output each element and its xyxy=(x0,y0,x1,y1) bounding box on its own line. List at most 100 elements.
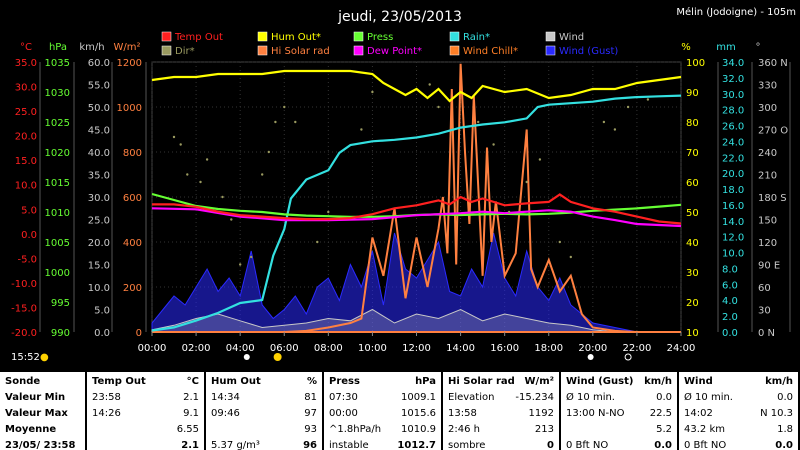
press-tick: 1010 xyxy=(45,208,70,219)
press-tick: 990 xyxy=(51,328,70,339)
stats-value: 213 xyxy=(534,424,554,435)
stats-panel-row: instable 1012.7 xyxy=(329,438,436,450)
stats-value: 1192 xyxy=(528,408,554,419)
stats-value: 0 xyxy=(547,440,554,450)
stats-panel-header: Press hPa xyxy=(329,374,436,390)
legend-swatch xyxy=(545,31,556,42)
stats-label: 0 Bft NO xyxy=(566,440,609,450)
stats-value: 1015.6 xyxy=(401,408,436,419)
temp-tick: -20.0 xyxy=(11,328,37,339)
stats-label: 14:26 xyxy=(92,408,121,419)
stats-value: 5.2 xyxy=(656,424,672,435)
direction-point xyxy=(538,158,542,161)
hum-tick: 30 xyxy=(686,268,699,279)
direction-point xyxy=(186,173,189,176)
stats-panel: Press hPa 07:30 1009.1 00:00 1015.6 ^1.8hPa/h 1… xyxy=(324,372,441,450)
x-tick-label: 20:00 xyxy=(578,343,607,354)
stats-panel: Temp Out °C 23:58 2.1 14:26 9.1 6.55 2.1 xyxy=(87,372,204,450)
chart-title: jeudi, 23/05/2013 xyxy=(337,9,462,25)
temp-tick: 5.0 xyxy=(21,205,37,216)
stats-label: 13:58 xyxy=(448,408,477,419)
series-rain- xyxy=(151,94,682,332)
hum-tick: 50 xyxy=(686,208,699,219)
timeline-bar: 15:52 ● xyxy=(0,346,800,372)
stats-panel-header: Temp Out °C xyxy=(92,374,199,390)
press-tick: 1020 xyxy=(45,148,70,159)
temp-tick: -5.0 xyxy=(17,254,37,265)
stats-label: 2:46 h xyxy=(448,424,480,435)
legend-swatch xyxy=(545,45,556,56)
hum-tick: 60 xyxy=(686,178,699,189)
stats-value: -15.234 xyxy=(515,392,554,403)
temp-tick: 15.0 xyxy=(15,156,37,167)
stats-panel-row: ^1.8hPa/h 1010.9 xyxy=(329,422,436,438)
stats-value: 93 xyxy=(304,424,317,435)
legend-label: Dir* xyxy=(175,46,195,57)
rain-tick: 30.0 xyxy=(722,90,744,101)
axis-unit-label: hPa xyxy=(49,42,67,53)
legend-swatch xyxy=(257,31,268,42)
direction-point xyxy=(613,128,617,131)
stats-value: 2.1 xyxy=(183,392,199,403)
wind-tick: 20.0 xyxy=(88,238,110,249)
stats-value: 22.5 xyxy=(649,408,672,419)
stats-value: 9.1 xyxy=(183,408,199,419)
wind-tick: 60.0 xyxy=(88,58,110,69)
stats-panel-row: 5.2 xyxy=(566,422,672,438)
wind-tick: 15.0 xyxy=(88,261,110,272)
legend-swatch xyxy=(449,31,460,42)
x-tick-label: 16:00 xyxy=(490,343,519,354)
stats-panel: Wind km/h Ø 10 min. 0.0 14:02 N 10.3 43.2 km 1.… xyxy=(679,372,798,450)
stats-panel-row: 23:58 2.1 xyxy=(92,390,199,406)
x-tick-label: 06:00 xyxy=(270,343,299,354)
stats-panel: Hum Out% 14:34 81 09:46 97 93 5.37 g/m³ 96 xyxy=(206,372,322,450)
direction-point xyxy=(179,143,182,146)
temp-tick: 20.0 xyxy=(15,132,37,143)
legend-label: Temp Out xyxy=(174,32,223,43)
stats-label: 09:46 xyxy=(211,408,240,419)
legend-swatch xyxy=(353,45,364,56)
axis-unit-label: W/m² xyxy=(113,42,140,53)
temp-tick: -10.0 xyxy=(11,279,37,290)
x-tick-label: 24:00 xyxy=(667,343,696,354)
stats-panel-row: 0 Bft NO 0.0 xyxy=(684,438,793,450)
dir-tick: 360 N xyxy=(758,58,788,69)
stats-label: Valeur Min xyxy=(5,392,66,403)
stats-label: Wind xyxy=(684,376,713,387)
stats-value: 1009.1 xyxy=(401,392,436,403)
legend-label: Dew Point* xyxy=(367,46,422,57)
rain-tick: 8.0 xyxy=(722,264,738,275)
stats-panel: Wind (Gust) km/h Ø 10 min. 0.0 13:00 N-NO 22.… xyxy=(561,372,677,450)
temp-tick: 25.0 xyxy=(15,107,37,118)
press-tick: 1005 xyxy=(45,238,70,249)
solar-tick: 200 xyxy=(123,283,142,294)
dir-tick: 210 xyxy=(758,171,777,182)
hum-tick: 100 xyxy=(686,58,705,69)
stats-value: km/h xyxy=(644,376,672,387)
rain-tick: 16.0 xyxy=(722,201,744,212)
direction-point xyxy=(239,263,242,266)
stats-label: 14:34 xyxy=(211,392,240,403)
hum-tick: 20 xyxy=(686,298,699,309)
axis-unit-label: °C xyxy=(20,42,32,53)
rain-tick: 28.0 xyxy=(722,106,744,117)
stats-label: sombre xyxy=(448,440,486,450)
stats-panel-row: 2:46 h 213 xyxy=(448,422,554,438)
direction-point xyxy=(437,105,440,109)
stats-value: W/m² xyxy=(524,376,554,387)
stats-value: 0.0 xyxy=(654,440,672,450)
stats-panel-row: 93 xyxy=(211,422,317,438)
press-tick: 1035 xyxy=(45,58,70,69)
stats-panel-header: Hum Out% xyxy=(211,374,317,390)
x-tick-label: 02:00 xyxy=(182,343,211,354)
stats-label: Valeur Max xyxy=(5,408,68,419)
axis-unit-label: ° xyxy=(756,42,761,53)
stats-label: Ø 10 min. xyxy=(566,392,615,403)
direction-point xyxy=(360,128,363,131)
stats-panel-row: Moyenne xyxy=(5,422,80,438)
stats-panel-row: Elevation -15.234 xyxy=(448,390,554,406)
x-tick-label: 12:00 xyxy=(402,343,431,354)
stats-label: Ø 10 min. xyxy=(684,392,733,403)
axes: 35.0 30.0 25.0 20.0 15.0 10.0 5.0 0.0 -5.0 -10.0 -… xyxy=(11,58,791,339)
direction-point xyxy=(261,173,264,176)
